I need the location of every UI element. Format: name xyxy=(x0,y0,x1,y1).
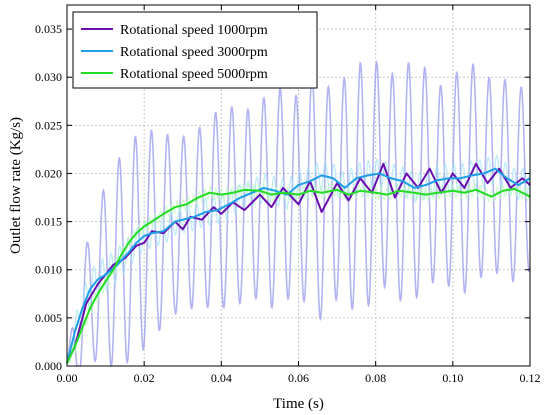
x-tick-label: 0.10 xyxy=(442,371,463,385)
y-tick-label: 0.015 xyxy=(35,215,62,229)
legend-box xyxy=(72,11,318,89)
x-tick-label: 0.02 xyxy=(134,371,155,385)
series-line xyxy=(66,162,531,364)
series-lines xyxy=(66,162,531,364)
series-line xyxy=(66,187,531,364)
legend-label: Rotational speed 5000rpm xyxy=(120,67,268,82)
legend: Rotational speed 1000rpm Rotational speed… xyxy=(72,11,318,89)
x-tick-label: 0.00 xyxy=(57,371,78,385)
y-tick-label: 0.025 xyxy=(35,118,62,132)
x-tick-label: 0.12 xyxy=(520,371,541,385)
axis-ticks: 0.00 0.02 0.04 0.06 0.08 0.10 0.12 0.000 0.005 0.… xyxy=(35,5,541,385)
series-band xyxy=(66,182,531,363)
y-tick-label: 0.010 xyxy=(35,263,62,277)
y-tick-label: 0.005 xyxy=(35,311,62,325)
y-tick-label: 0.000 xyxy=(35,359,62,373)
x-tick-label: 0.04 xyxy=(211,371,232,385)
y-tick-label: 0.030 xyxy=(35,70,62,84)
legend-label: Rotational speed 3000rpm xyxy=(120,45,268,60)
legend-items: Rotational speed 1000rpm Rotational speed… xyxy=(81,23,268,82)
x-axis-title: Time (s) xyxy=(273,396,324,412)
x-tick-label: 0.06 xyxy=(288,371,309,385)
x-tick-label: 0.08 xyxy=(365,371,386,385)
y-axis-title: Outlet flow rate (Kg/s) xyxy=(8,117,24,254)
legend-label: Rotational speed 1000rpm xyxy=(120,23,268,38)
y-tick-label: 0.035 xyxy=(35,22,62,36)
y-tick-label: 0.020 xyxy=(35,166,62,180)
